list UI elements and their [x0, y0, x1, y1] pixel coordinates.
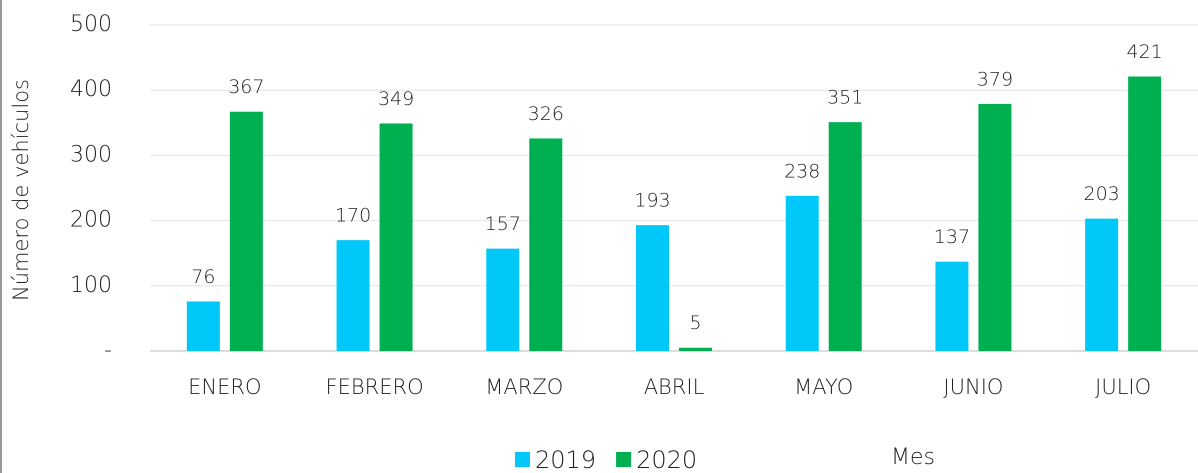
data-label: 137 [934, 226, 970, 248]
legend-swatch [515, 452, 530, 467]
bar [1128, 76, 1162, 352]
y-tick-label: 500 [70, 12, 112, 37]
bar [935, 261, 969, 351]
bar [636, 225, 669, 351]
x-tick-label: MARZO [485, 375, 563, 399]
y-tick-label: 100 [70, 273, 112, 298]
data-label: 349 [378, 88, 414, 110]
legend-label: 2019 [535, 446, 596, 473]
x-tick-label: MAYO [794, 375, 853, 399]
data-label: 203 [1084, 183, 1120, 205]
y-tick-label: - [104, 338, 112, 363]
bar [1085, 218, 1119, 351]
data-label: 193 [634, 190, 670, 212]
bar [486, 248, 520, 351]
bar [679, 347, 712, 351]
data-label: 379 [977, 68, 1013, 90]
bar [336, 240, 370, 351]
bar [978, 103, 1012, 351]
data-label: 170 [335, 205, 371, 227]
data-label: 5 [689, 312, 701, 334]
bar [828, 122, 862, 351]
bar [186, 301, 220, 351]
data-label: 421 [1127, 41, 1163, 63]
x-axis-label: Mes [891, 445, 935, 470]
x-tick-label: ABRIL [644, 375, 705, 399]
bar [785, 195, 819, 351]
x-tick-label: ENERO [188, 375, 261, 399]
bar [229, 111, 263, 351]
data-label: 351 [827, 87, 863, 109]
bar [529, 138, 563, 351]
data-label: 238 [784, 160, 820, 182]
data-label: 157 [485, 213, 521, 235]
x-tick-label: JULIO [1095, 375, 1151, 399]
data-label: 326 [528, 103, 564, 125]
legend-label: 2020 [636, 446, 697, 473]
data-label: 367 [228, 76, 264, 98]
y-tick-label: 400 [70, 77, 112, 102]
x-tick-label: FEBRERO [326, 375, 424, 399]
legend-swatch [616, 452, 632, 467]
data-label: 76 [191, 266, 215, 288]
x-tick-label: JUNIO [943, 375, 1003, 399]
y-axis-label: Número de vehículos [9, 79, 33, 301]
y-tick-label: 300 [70, 142, 112, 167]
y-tick-label: 200 [70, 208, 112, 233]
bar [379, 123, 413, 352]
